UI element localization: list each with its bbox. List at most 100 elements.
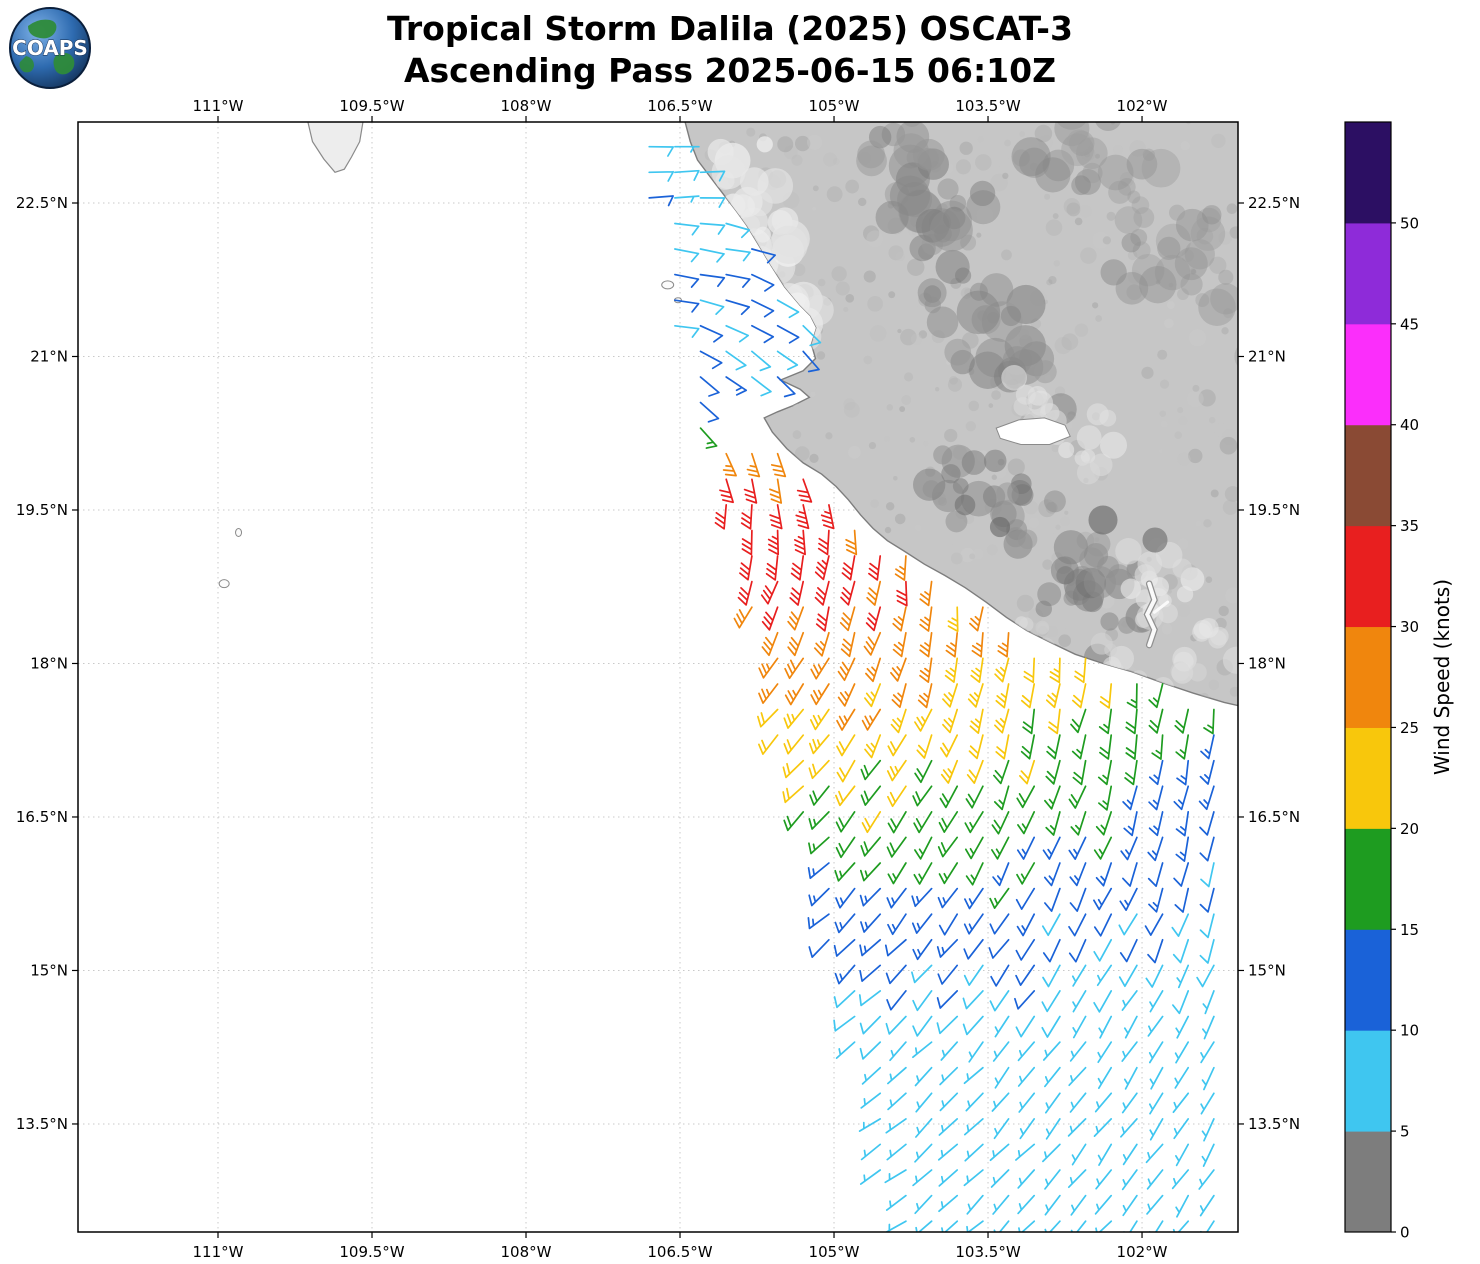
wind-barb [837,683,856,707]
wind-barb [859,938,882,957]
map-frame [77,121,1239,1233]
wind-barb [864,734,882,759]
wind-barb [859,1169,882,1185]
wind-barb [990,1169,1010,1188]
wind-barb [1172,990,1190,1015]
wind-barb [1175,734,1190,760]
wind-barb [966,1194,984,1215]
wind-barb [911,964,933,984]
wind-barb [993,1220,1010,1232]
wind-barb [782,785,805,804]
wind-barb [1042,836,1061,860]
axis-labels: 111°W 111°W 109.5°W 109.5°W 108°W 108°W 106.5°… [16,97,1300,1261]
wind-barb [1099,734,1113,760]
colorbar-frame [1344,121,1392,1233]
lon-tick-label-bottom: 105°W [809,1243,860,1261]
wind-barb [1044,1066,1061,1088]
wind-barb [1148,683,1164,709]
wind-barb [1068,1066,1087,1087]
wind-barb [993,759,1010,785]
wind-barb [810,657,830,680]
wind-barb [746,452,761,478]
wind-barb [751,350,772,372]
wind-barb [939,1066,959,1086]
wind-barb [1045,811,1061,836]
wind-barb [1093,1118,1113,1137]
wind-barb [1097,1066,1113,1090]
wind-barb [962,1015,984,1036]
wind-barb [1149,1066,1164,1090]
wind-barb [725,248,751,262]
wind-barb [1095,811,1113,836]
wind-barb [834,964,856,985]
wind-barb [1044,1169,1061,1190]
wind-barb [886,1143,907,1161]
wind-barb [1123,1015,1138,1039]
wind-barb [989,913,1010,935]
wind-barb [1018,1092,1036,1113]
wind-barb [1146,1169,1164,1190]
wind-barb [1175,1143,1190,1167]
lat-tick-label-right: 19.5°N [1248,501,1300,519]
wind-barb [776,376,796,398]
wind-barb [890,657,907,682]
wind-barb [912,1169,933,1187]
wind-barb [784,683,805,706]
wind-barb [714,504,728,530]
wind-barb [1042,1143,1061,1163]
wind-barb [1019,1118,1036,1140]
wind-barb [1097,1143,1113,1166]
wind-barb [784,657,805,680]
wind-barb [1020,734,1036,760]
wind-barb [836,734,856,757]
wind-barb [807,862,830,880]
wind-barb [892,606,907,632]
wind-barb [964,1143,984,1162]
wind-barb [915,1092,933,1113]
wind-barb [1122,862,1138,887]
wind-barb [793,529,806,556]
wind-barb [963,964,984,986]
wind-barb [1093,913,1113,937]
wind-barb [1071,964,1087,987]
wind-barb [841,555,856,581]
wind-barb [740,504,753,530]
colorbar-tick-label: 15 [1400,921,1419,939]
wind-barb [886,759,907,782]
wind-barb [1203,708,1215,735]
wind-barb [912,785,933,807]
wind-barb [1093,887,1113,911]
lat-tick-label-left: 13.5°N [16,1115,68,1133]
wind-barb [940,759,959,784]
wind-barb [1015,1015,1036,1038]
wind-barb [834,862,856,882]
wind-barb [1046,734,1061,760]
wind-barb [938,913,959,936]
wind-barb [913,811,933,834]
colorbar-segment [1345,828,1391,930]
wind-barb [1196,964,1215,988]
wind-barb [1015,938,1036,961]
wind-barb [719,478,734,504]
wind-barb [809,785,830,806]
wind-barb [1068,913,1087,937]
lon-tick-label-top: 105°W [809,97,860,115]
wind-barb [1201,1066,1215,1091]
wind-barb [790,555,805,581]
wind-barb [859,964,882,982]
wind-barb [1072,759,1087,786]
wind-barb [865,606,882,632]
wind-barb [834,913,856,934]
wind-barb [1042,1041,1061,1061]
wind-barb [699,170,726,182]
wind-barb [783,811,805,832]
wind-barb [1119,938,1138,963]
wind-barb [892,631,907,658]
wind-barb [968,734,984,760]
wind-barb [1095,862,1113,887]
wind-barb [776,324,800,344]
wind-barb [912,990,933,1012]
wind-barb [1199,1194,1215,1217]
wind-barb [1175,1194,1190,1218]
wind-barb [1094,1092,1113,1113]
